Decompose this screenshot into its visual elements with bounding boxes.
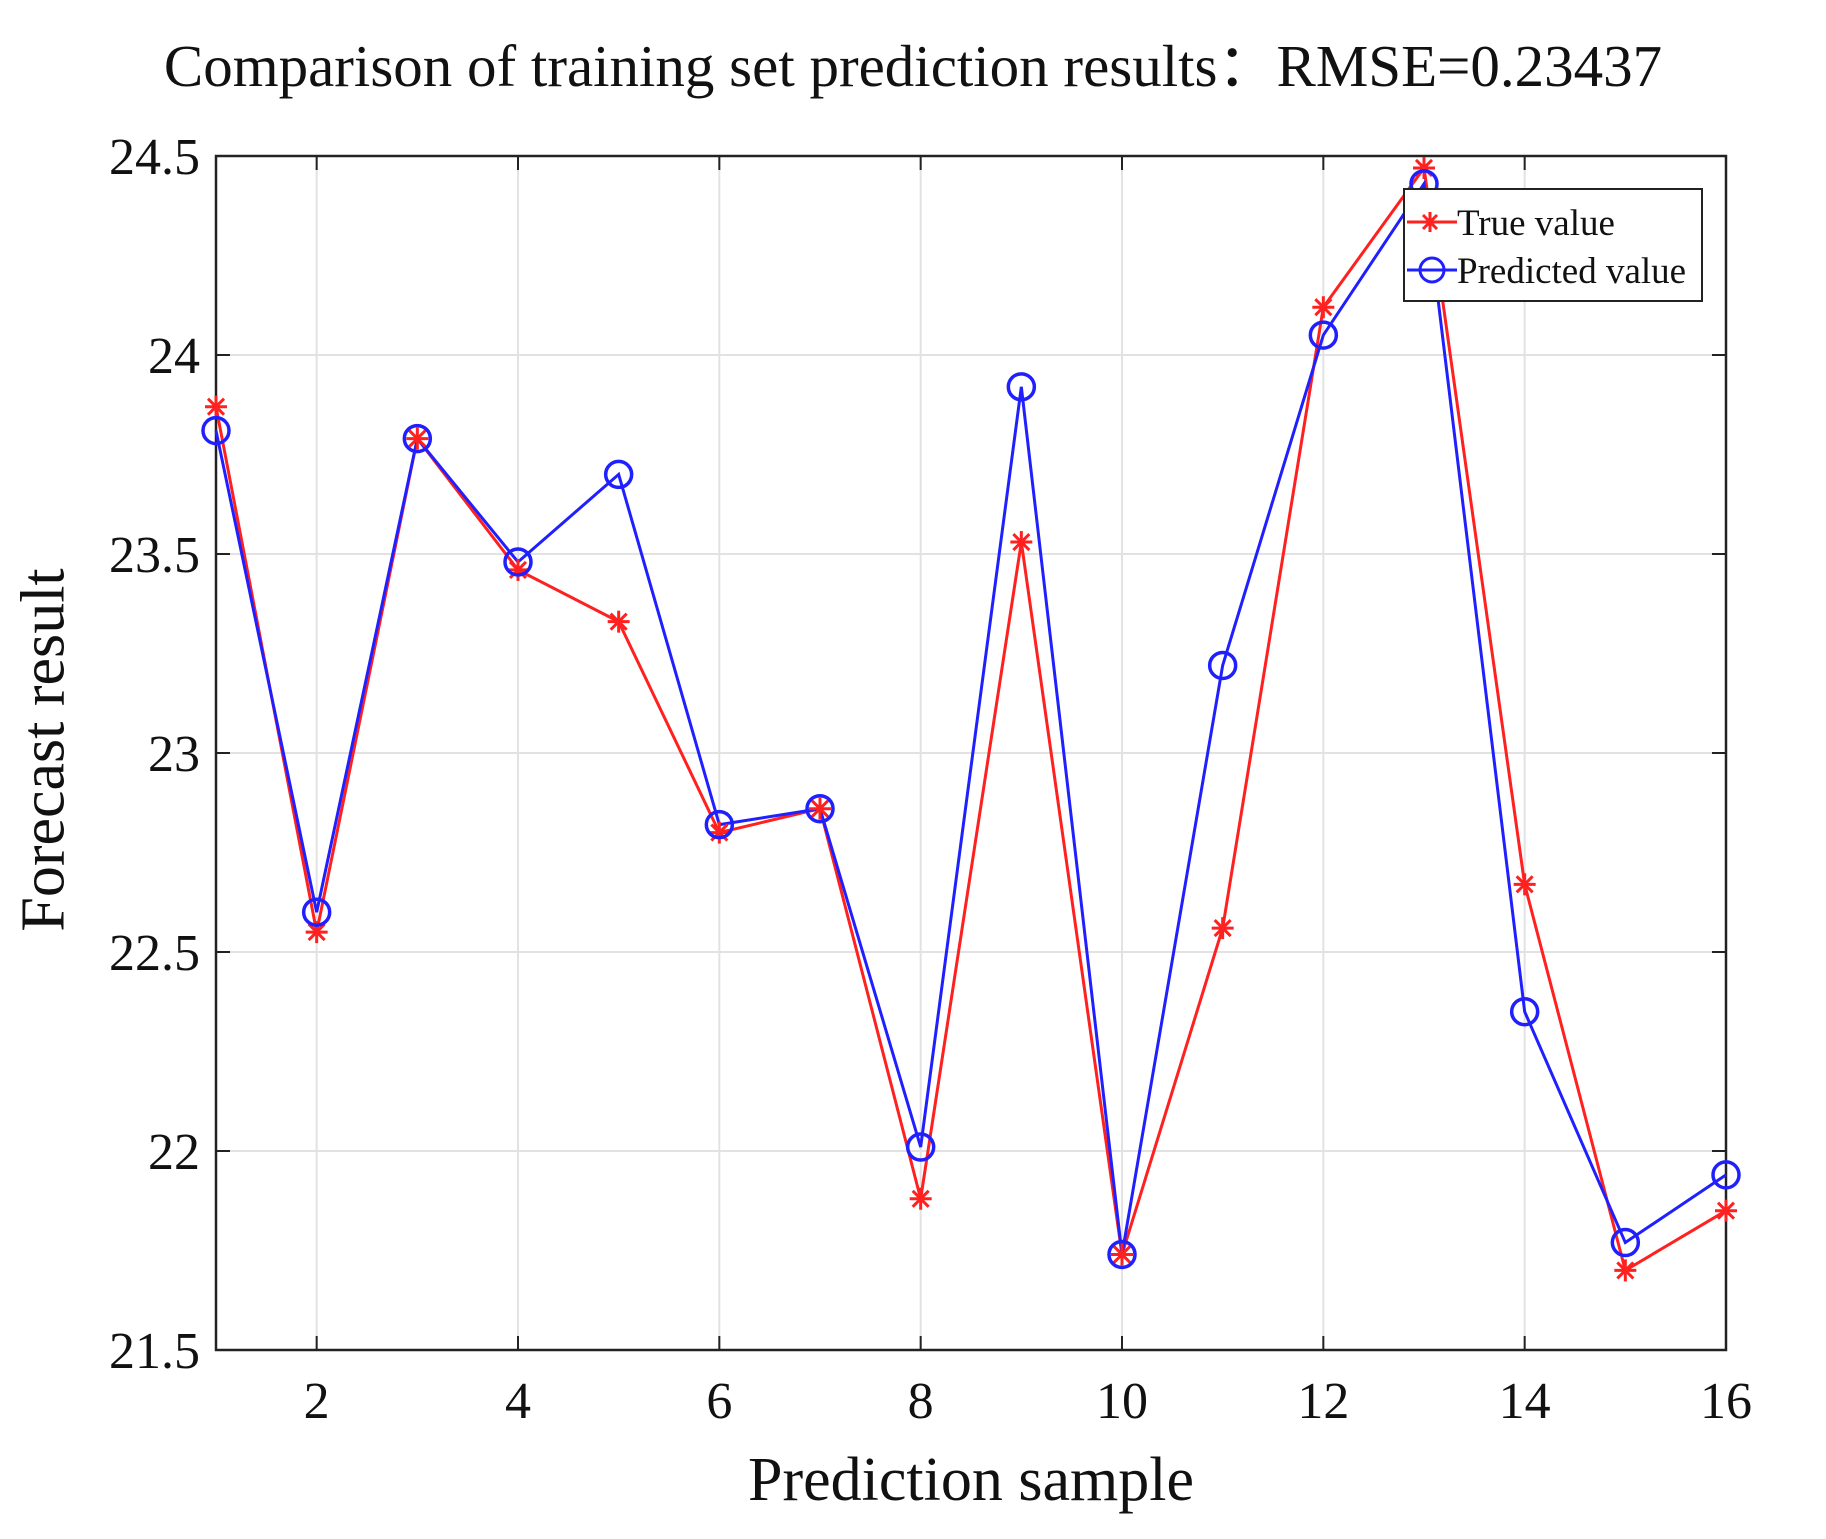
- true-value-point: [1312, 296, 1335, 319]
- legend-item-true-value: True value: [1405, 198, 1701, 246]
- true-value-point: [1211, 917, 1234, 940]
- predicted-value-point: [1107, 1239, 1137, 1270]
- true-value-point: [809, 797, 831, 820]
- predicted-value-point: [704, 809, 735, 840]
- axes-box: [214, 154, 1728, 1352]
- true-value-point: [1111, 1243, 1133, 1266]
- predicted-value-point: [503, 547, 533, 577]
- legend: True value Predicted value: [1403, 188, 1703, 302]
- y-tick-label: 22: [148, 1124, 200, 1181]
- true-value-point: [1010, 531, 1033, 554]
- predicted-value-point: [1308, 320, 1339, 350]
- true-value-point: [909, 1187, 932, 1210]
- true-value-point: [1513, 873, 1536, 896]
- x-tick-label: 14: [1499, 1373, 1551, 1430]
- legend-label: True value: [1457, 203, 1615, 244]
- y-tick-label: 23.5: [109, 527, 200, 584]
- x-tick-label: 16: [1700, 1373, 1752, 1430]
- predicted-value-point: [1711, 1160, 1741, 1190]
- y-tick-label: 24.5: [109, 129, 200, 186]
- predicted-value-point: [1207, 650, 1238, 681]
- x-tick-label: 4: [505, 1373, 531, 1430]
- legend-label: Predicted value: [1457, 251, 1687, 292]
- y-tick-label: 23: [148, 726, 200, 783]
- predicted-value-point: [402, 423, 433, 454]
- x-axis-label: Prediction sample: [748, 1446, 1194, 1514]
- true-value-point: [406, 427, 429, 450]
- y-axis-label: Forecast result: [9, 568, 78, 932]
- x-tick-label: 10: [1096, 1373, 1148, 1430]
- x-tick-label: 8: [908, 1373, 934, 1430]
- predicted-value-point: [1610, 1227, 1641, 1258]
- predicted-value-point: [201, 415, 231, 446]
- predicted-value-point: [1509, 996, 1540, 1027]
- predicted-value-point: [805, 793, 835, 824]
- true-value-point: [607, 610, 630, 633]
- true-value-point: [507, 558, 529, 581]
- x-tick-label: 12: [1297, 1373, 1349, 1430]
- series-line-predicted-value: [214, 179, 1727, 1255]
- y-tick-label: 22.5: [109, 925, 200, 982]
- asterisk-icon: [1407, 212, 1457, 232]
- predicted-value-point: [603, 459, 634, 490]
- y-tick-label: 24: [148, 328, 200, 385]
- predicted-value-point: [905, 1132, 936, 1162]
- series-line-true-value: [214, 164, 1727, 1273]
- x-tick-label: 2: [304, 1373, 330, 1430]
- chart-title: Comparison of training set prediction re…: [163, 33, 1663, 99]
- legend-item-predicted-value: Predicted value: [1405, 246, 1701, 294]
- true-value-point: [1614, 1259, 1637, 1282]
- predicted-value-point: [301, 897, 332, 927]
- x-tick-label: 6: [706, 1373, 732, 1430]
- y-tick-label: 21.5: [109, 1323, 200, 1380]
- circle-icon: [1407, 256, 1457, 284]
- true-value-point: [205, 395, 227, 418]
- true-value-point: [1715, 1199, 1737, 1222]
- true-value-point: [708, 821, 731, 844]
- predicted-value-point: [1006, 372, 1037, 402]
